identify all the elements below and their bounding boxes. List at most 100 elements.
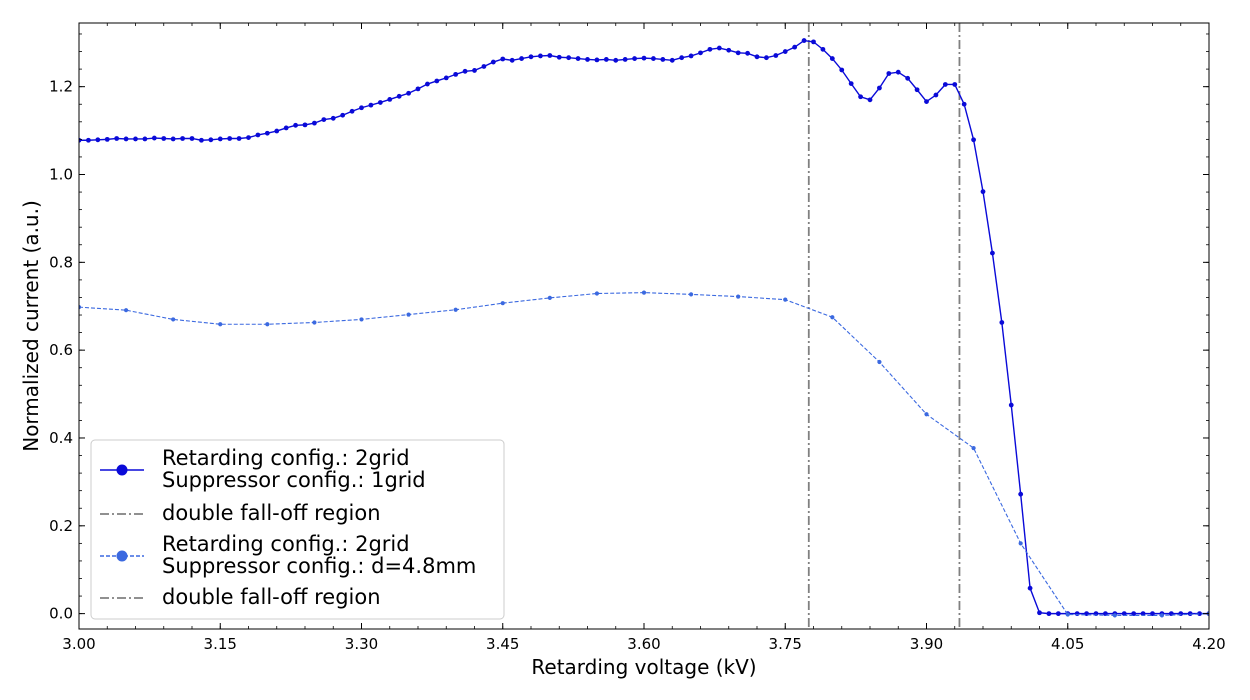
series-1-point-57 bbox=[603, 57, 609, 62]
series-1-point-94 bbox=[952, 82, 958, 87]
series-2-point-7 bbox=[359, 317, 364, 322]
x-tick-label: 3.75 bbox=[769, 635, 802, 653]
series-1-point-93 bbox=[942, 82, 948, 87]
series-1-point-4 bbox=[104, 136, 110, 142]
series-1-point-91 bbox=[924, 99, 929, 105]
x-tick-label: 3.15 bbox=[204, 635, 237, 653]
series-1-point-78 bbox=[801, 38, 807, 43]
series-1-point-53 bbox=[566, 55, 572, 61]
series-1-point-24 bbox=[293, 122, 298, 128]
legend-label: Retarding config.: 2grid bbox=[162, 446, 410, 470]
series-1-point-2 bbox=[86, 137, 91, 143]
series-2-point-1 bbox=[79, 305, 82, 310]
series-1-point-41 bbox=[453, 71, 459, 77]
series-1-point-64 bbox=[669, 57, 675, 63]
y-tick-label: 0.0 bbox=[49, 605, 73, 623]
x-tick-label: 3.45 bbox=[486, 635, 519, 653]
y-tick-label: 0.8 bbox=[49, 253, 73, 271]
series-1-point-8 bbox=[142, 136, 148, 142]
series-1-point-66 bbox=[688, 53, 694, 59]
series-2-point-11 bbox=[547, 295, 552, 300]
series-1-point-102 bbox=[1027, 585, 1033, 591]
series-1-point-72 bbox=[745, 50, 750, 56]
series-1-point-114 bbox=[1140, 611, 1146, 617]
series-1-point-36 bbox=[406, 90, 411, 96]
series-1-point-101 bbox=[1018, 491, 1024, 497]
x-tick-label: 4.05 bbox=[1051, 635, 1084, 653]
series-1-point-59 bbox=[622, 57, 628, 62]
y-tick-label: 1.0 bbox=[49, 166, 73, 184]
series-1-point-16 bbox=[217, 136, 223, 142]
series-2-point-16 bbox=[783, 297, 788, 302]
series-1-point-45 bbox=[490, 59, 496, 65]
series-1-point-89 bbox=[905, 75, 911, 81]
series-1-point-68 bbox=[707, 46, 713, 52]
series-2-point-14 bbox=[688, 292, 694, 297]
series-1-point-32 bbox=[368, 102, 374, 108]
series-1-point-97 bbox=[980, 189, 986, 195]
series-2-point-4 bbox=[218, 322, 223, 327]
series-1-point-65 bbox=[679, 55, 685, 61]
series-1-point-100 bbox=[1008, 402, 1014, 408]
series-1-point-80 bbox=[820, 46, 826, 52]
series-1-point-77 bbox=[792, 44, 798, 50]
series-1-point-112 bbox=[1121, 611, 1127, 617]
series-1-point-51 bbox=[547, 53, 553, 58]
series-1-point-87 bbox=[886, 71, 892, 76]
series-1-point-62 bbox=[651, 56, 656, 61]
series-2-point-12 bbox=[594, 291, 600, 296]
x-tick-label: 4.20 bbox=[1192, 635, 1225, 653]
series-2-point-23 bbox=[1112, 613, 1117, 618]
series-1-point-99 bbox=[999, 320, 1005, 325]
series-2-point-24 bbox=[1159, 613, 1165, 618]
series-1-point-27 bbox=[321, 117, 327, 123]
legend-label: Retarding config.: 2grid bbox=[162, 532, 410, 556]
series-1-point-26 bbox=[312, 120, 317, 126]
series-2-point-9 bbox=[453, 307, 458, 312]
series-1-point-103 bbox=[1037, 610, 1042, 616]
series-1-point-76 bbox=[782, 49, 788, 54]
y-axis-label: Normalized current (a.u.) bbox=[19, 200, 43, 452]
series-1-point-46 bbox=[500, 56, 506, 62]
series-2-point-13 bbox=[641, 290, 647, 295]
series-1-point-50 bbox=[538, 53, 543, 59]
series-1-point-31 bbox=[359, 105, 364, 111]
series-1-point-6 bbox=[123, 136, 129, 142]
series-1-point-42 bbox=[462, 68, 468, 74]
series-1-point-82 bbox=[839, 67, 845, 73]
series-1-point-83 bbox=[848, 81, 854, 86]
legend-marker-3 bbox=[116, 550, 128, 562]
y-tick-label: 0.2 bbox=[49, 517, 73, 535]
series-1-point-105 bbox=[1055, 611, 1061, 617]
series-1-point-120 bbox=[1197, 611, 1202, 617]
series-1-point-12 bbox=[180, 136, 185, 141]
axis-ticks: 3.00 3.15 3.30 3.45 3.60 3.75 3.90 4.05 4.20 0.0 0… bbox=[49, 23, 1226, 653]
series-1-point-48 bbox=[519, 56, 524, 61]
legend-marker-1 bbox=[116, 464, 128, 476]
series-1-point-54 bbox=[575, 56, 581, 61]
series-1-point-13 bbox=[189, 136, 195, 141]
x-tick-label: 3.00 bbox=[62, 635, 95, 653]
series-1-point-29 bbox=[340, 112, 346, 118]
series-1-point-7 bbox=[133, 136, 138, 142]
series-1-point-43 bbox=[472, 68, 477, 73]
series-2-point-6 bbox=[312, 320, 317, 325]
series-1-point-10 bbox=[161, 136, 167, 141]
series-1-point-15 bbox=[208, 137, 214, 143]
series-2-point-19 bbox=[924, 412, 929, 417]
series-1-point-81 bbox=[829, 56, 835, 61]
x-tick-label: 3.60 bbox=[627, 635, 660, 653]
series-1-point-47 bbox=[509, 57, 515, 63]
series-1-point-98 bbox=[990, 250, 995, 256]
series-1-point-55 bbox=[585, 57, 590, 62]
series-1-point-58 bbox=[613, 57, 619, 63]
series-1-point-79 bbox=[811, 39, 816, 45]
series-1-point-92 bbox=[933, 92, 939, 98]
series-1-point-39 bbox=[434, 78, 440, 84]
series-1-point-63 bbox=[660, 57, 666, 62]
legend-label: double fall-off region bbox=[162, 585, 381, 609]
series-1-point-69 bbox=[716, 45, 722, 51]
series-1-point-115 bbox=[1150, 611, 1155, 617]
series-1-point-88 bbox=[895, 69, 901, 75]
